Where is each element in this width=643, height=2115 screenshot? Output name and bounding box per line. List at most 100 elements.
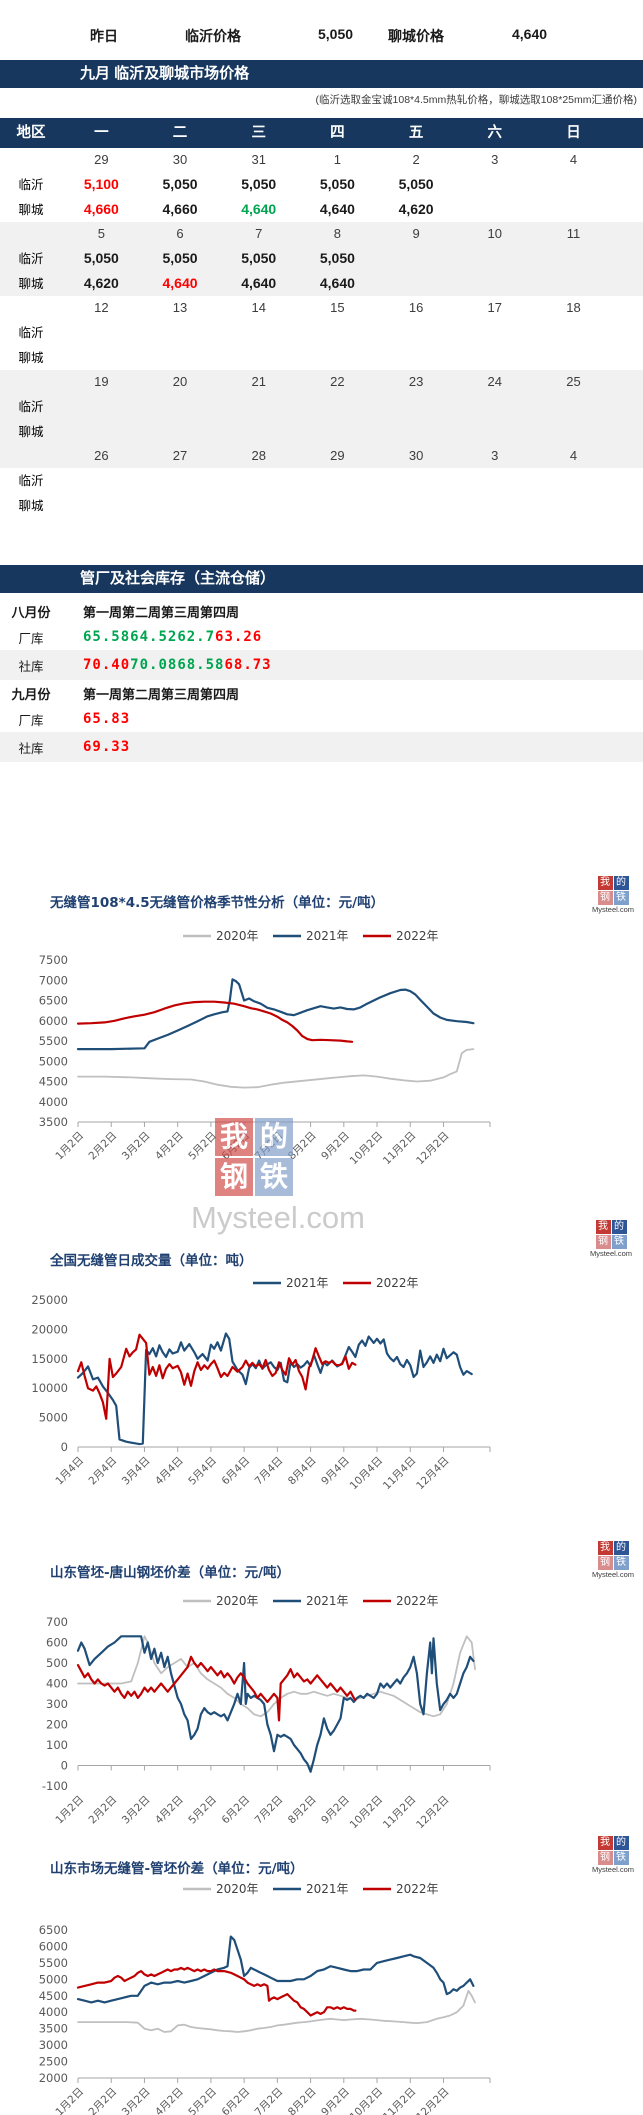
calendar-price-cell: 5,050: [398, 176, 434, 192]
mysteel-logo: 我的钢铁 Mysteel.com: [584, 1832, 642, 1874]
calendar-row-label: 聊城: [18, 202, 44, 217]
chart-2: 全国无缝管日成交量（单位：吨） 2021年 2022年 0 5000 10000 15000…: [31, 1252, 491, 1493]
calendar-date-cell: 25: [566, 374, 581, 389]
inventory-week-header: 第一周: [83, 687, 123, 703]
svg-text:1月2日: 1月2日: [53, 1794, 86, 1827]
calendar-date-cell: 29: [330, 448, 345, 463]
calendar-price-row-liaocheng: 聊城 4,660 4,660 4,640 4,640 4,620: [0, 197, 643, 222]
calendar-dates-row: 29 30 31 1 2 3 4: [0, 148, 643, 172]
calendar-header-row: 地区 一 二 三 四 五 六 日: [0, 118, 643, 148]
calendar-dates-row: 5 6 7 8 9 10 11: [0, 222, 643, 246]
svg-text:3500: 3500: [39, 1115, 68, 1129]
inventory-value: 64.52: [130, 629, 178, 645]
inventory-section-title: 管厂及社会库存（主流仓储）: [80, 570, 276, 587]
calendar-price-row-liaocheng: 聊城: [0, 493, 643, 518]
calendar-price-cell: [219, 394, 298, 419]
svg-text:2021年: 2021年: [306, 1594, 349, 1608]
svg-text:11月2日: 11月2日: [381, 1130, 419, 1168]
svg-text:无缝管108*4.5无缝管价格季节性分析（单位：元/吨）: 无缝管108*4.5无缝管价格季节性分析（单位：元/吨）: [49, 894, 384, 911]
svg-text:4000: 4000: [39, 2005, 68, 2019]
svg-text:3月4日: 3月4日: [120, 1455, 153, 1488]
svg-text:11月2日: 11月2日: [381, 2086, 419, 2115]
calendar-price-cell: 4,620: [83, 275, 119, 291]
calendar-price-cell: [455, 172, 534, 197]
calendar-price-cell: [455, 419, 534, 444]
svg-text:500: 500: [46, 1656, 68, 1670]
svg-text:1月4日: 1月4日: [53, 1455, 86, 1488]
mysteel-logo-block: 铁: [613, 891, 629, 905]
calendar-price-cell: [534, 345, 613, 370]
calendar-row-label: 临沂: [18, 473, 44, 488]
inventory-week-header: 第二周: [122, 605, 162, 621]
calendar-date-cell: 13: [172, 300, 188, 315]
calendar-date-cell: 30: [408, 448, 424, 463]
svg-text:7月2日: 7月2日: [253, 2086, 286, 2115]
price-calendar-table: 地区一二三四五六日 29 30 31 1 2 3 4 临沂 5,100 5,050 5,050 5,05…: [0, 118, 643, 518]
calendar-price-cell: 5,050: [162, 176, 198, 192]
calendar-date-cell: 17: [487, 300, 503, 315]
svg-text:6月2日: 6月2日: [219, 2086, 252, 2115]
series-2022年: [76, 1333, 357, 1420]
calendar-price-cell: [298, 394, 377, 419]
mysteel-logo: 我的钢铁 Mysteel.com: [584, 1537, 642, 1579]
calendar-date-cell: 11: [566, 226, 581, 241]
calendar-day-header: 二: [172, 125, 188, 141]
watermark-block: 我: [215, 1118, 253, 1156]
calendar-date-cell: 4: [569, 152, 578, 167]
svg-text:12月4日: 12月4日: [414, 1455, 452, 1493]
mysteel-logo-block: 铁: [613, 1556, 629, 1570]
calendar-price-cell: [455, 320, 534, 345]
inventory-week-header: 第一周: [83, 605, 123, 621]
calendar-row-label: 聊城: [18, 424, 44, 439]
series-2020年: [77, 1989, 476, 2033]
calendar-price-cell: 4,640: [162, 275, 198, 291]
mysteel-logo-text: Mysteel.com: [591, 1865, 635, 1874]
svg-text:2月2日: 2月2日: [87, 1794, 120, 1827]
svg-text:4月4日: 4月4日: [153, 1455, 186, 1488]
calendar-date-cell: 28: [251, 448, 266, 463]
calendar-dates-row: 12 13 14 15 16 17 18: [0, 296, 643, 320]
inventory-section-bar: 管厂及社会库存（主流仓储）: [0, 565, 643, 593]
mysteel-logo-block: 的: [613, 1541, 629, 1555]
calendar-price-cell: [219, 493, 298, 518]
series-2022年: [76, 1966, 357, 2017]
inventory-value: 63.26: [215, 629, 263, 645]
calendar-price-cell: 4,620: [398, 201, 434, 217]
mysteel-logo-block: 我: [597, 1541, 613, 1555]
calendar-price-cell: [455, 468, 534, 493]
calendar-price-cell: [141, 419, 220, 444]
calendar-price-cell: 4,660: [162, 201, 198, 217]
chart-1: 无缝管108*4.5无缝管价格季节性分析（单位：元/吨） 2020年 2021年 20…: [39, 894, 491, 1168]
calendar-price-cell: 5,100: [83, 176, 119, 192]
calendar-price-cell: [534, 271, 613, 296]
calendar-price-cell: [377, 271, 456, 296]
svg-text:6000: 6000: [39, 1014, 68, 1028]
svg-text:7000: 7000: [39, 973, 68, 987]
calendar-day-header: 日: [566, 125, 581, 141]
calendar-date-cell: 29: [94, 152, 109, 167]
svg-text:7500: 7500: [39, 953, 68, 967]
svg-text:2021年: 2021年: [306, 1882, 349, 1896]
svg-text:3月2日: 3月2日: [120, 2086, 153, 2115]
svg-text:5500: 5500: [39, 1956, 68, 1970]
calendar-price-row-linyi: 临沂: [0, 394, 643, 419]
svg-text:15000: 15000: [31, 1352, 68, 1366]
inventory-month-label: 八月份: [11, 605, 51, 621]
series-2021年: [76, 1935, 475, 2004]
inventory-value: 62.7: [177, 629, 216, 645]
mysteel-watermark-text: Mysteel.com: [191, 1200, 365, 1235]
inventory-week-header: 第四周: [200, 687, 240, 703]
svg-text:9月2日: 9月2日: [319, 2086, 352, 2115]
calendar-price-cell: [455, 345, 534, 370]
calendar-price-cell: [534, 246, 613, 271]
mysteel-logo-text: Mysteel.com: [589, 1249, 633, 1258]
svg-text:2020年: 2020年: [216, 1882, 259, 1896]
svg-text:6月2日: 6月2日: [219, 1794, 252, 1827]
series-2021年: [76, 978, 475, 1051]
svg-text:6月4日: 6月4日: [219, 1455, 252, 1488]
svg-text:2500: 2500: [39, 2055, 68, 2069]
inventory-data-row: 厂库 65.83: [0, 706, 643, 732]
calendar-day-header: 五: [408, 125, 424, 141]
calendar-price-cell: [141, 493, 220, 518]
calendar-price-cell: 5,050: [162, 250, 198, 266]
